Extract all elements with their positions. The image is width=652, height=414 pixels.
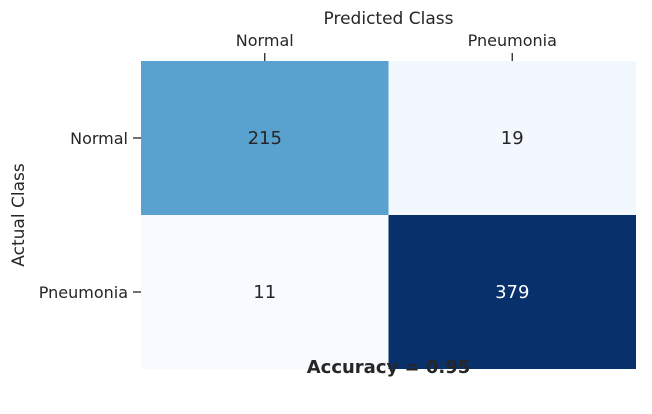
- x-tick-label-0: Normal: [236, 31, 294, 50]
- heatmap-cell-0-0: [141, 61, 389, 215]
- cell-value-0-0: 215: [248, 128, 282, 149]
- heatmap-cells: 215 19 11 379: [141, 61, 636, 369]
- cell-value-0-1: 19: [501, 128, 524, 149]
- x-axis-title: Predicted Class: [324, 9, 454, 29]
- heatmap-cell-0-1: [388, 61, 636, 215]
- x-tick-label-1: Pneumonia: [468, 31, 557, 50]
- cell-value-1-1: 379: [495, 282, 529, 303]
- cell-value-1-0: 11: [253, 282, 276, 303]
- y-tick-label-1: Pneumonia: [39, 283, 128, 302]
- heatmap-cell-1-1: [388, 215, 636, 369]
- axis-ticks: Normal Pneumonia Normal Pneumonia: [39, 31, 557, 302]
- accuracy-annotation: Accuracy = 0.95: [307, 357, 471, 378]
- y-tick-label-0: Normal: [70, 129, 128, 148]
- y-axis-title: Actual Class: [9, 163, 29, 267]
- heatmap-cell-1-0: [141, 215, 389, 369]
